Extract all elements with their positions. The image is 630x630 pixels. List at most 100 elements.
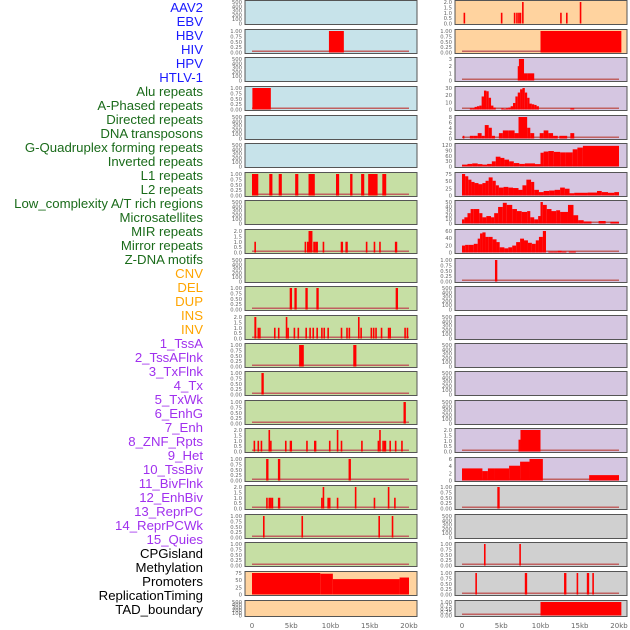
y-tick-label: 0 [239, 222, 243, 228]
data-bar [488, 177, 493, 196]
baseline [462, 563, 619, 565]
data-bar [262, 516, 265, 538]
y-tick-label: 0.00 [230, 51, 242, 57]
data-bar [316, 327, 318, 339]
y-tick-label: 500 [232, 258, 243, 264]
baseline [252, 250, 409, 252]
data-bar [404, 327, 406, 339]
data-bar [534, 189, 539, 196]
data-bar [543, 190, 550, 196]
data-bar [260, 440, 263, 452]
y-tick-label: 1.5 [234, 320, 242, 326]
track-label: 9_Het [167, 448, 203, 463]
y-tick-label: 2 [449, 131, 452, 137]
y-tick-label: 0.75 [230, 547, 242, 553]
track-label: ReplicationTiming [98, 588, 203, 603]
data-bar [554, 189, 561, 196]
y-tick-label: 1.0 [234, 439, 243, 445]
y-tick-label: 0.25 [230, 188, 242, 194]
data-bar [491, 161, 496, 167]
data-bar [498, 206, 503, 224]
track-label: Mirror repeats [120, 238, 203, 253]
data-bar [531, 243, 536, 253]
data-bar [556, 210, 561, 224]
track-label: A-Phased repeats [97, 98, 203, 113]
baseline [252, 193, 409, 195]
data-bar [549, 190, 555, 196]
data-bar [509, 161, 514, 167]
y-tick-label: 3 [449, 57, 452, 63]
data-bar [498, 187, 504, 196]
data-bar [506, 204, 513, 224]
y-tick-label: 300 [232, 209, 243, 215]
baseline [252, 392, 409, 394]
track-panel: 1.000.750.500.250.00 [230, 542, 418, 570]
track-panel: 1.000.750.500.250.00 [230, 286, 418, 314]
y-tick-label: 1.0 [444, 11, 453, 17]
data-bar [553, 135, 558, 139]
data-bar [514, 133, 519, 139]
data-bar [517, 92, 521, 110]
y-tick-label: 2.0 [234, 315, 243, 321]
y-tick-label: 300 [442, 380, 453, 386]
x-tick-label: 20kb [400, 622, 418, 630]
track-label: 1_TssA [159, 336, 203, 351]
baseline [252, 307, 409, 309]
y-tick-label: 1.00 [440, 600, 452, 606]
data-bar [540, 152, 544, 167]
data-bar [380, 327, 383, 339]
y-tick-label: 0 [449, 108, 453, 114]
track-label: DEL [177, 280, 203, 295]
panel-background [244, 200, 418, 225]
data-bar [494, 260, 498, 282]
y-tick-label: 300 [442, 295, 453, 301]
track-panel: 1.000.750.500.250.00 [230, 371, 418, 399]
data-bar [601, 192, 609, 196]
data-bar [568, 251, 576, 253]
data-bar [530, 217, 535, 224]
data-bar [557, 250, 562, 253]
y-tick-label: 300 [232, 605, 243, 611]
data-bar [548, 133, 554, 139]
y-tick-label: 0.25 [230, 387, 242, 393]
y-tick-label: 0.50 [230, 40, 242, 46]
data-bar [500, 12, 503, 24]
track-panel: 1.000.750.500.250.00 [230, 172, 418, 200]
y-tick-label: 100 [442, 332, 453, 338]
data-bar [492, 180, 496, 196]
y-tick-label: 0.00 [230, 564, 242, 570]
y-tick-label: 1.00 [230, 371, 242, 377]
y-tick-label: 0.00 [230, 393, 242, 399]
data-bar [273, 327, 276, 339]
data-bar [327, 497, 331, 509]
track-label: 6_EnhG [154, 406, 203, 421]
data-bar [289, 288, 293, 310]
y-tick-label: 0.5 [234, 444, 242, 450]
y-tick-label: 300 [442, 324, 453, 330]
data-bar [519, 163, 525, 167]
data-bar [560, 152, 566, 167]
y-tick-label: 1.0 [234, 240, 243, 246]
y-tick-label: 200 [232, 156, 243, 162]
data-bar [527, 242, 532, 253]
y-tick-label: 0 [449, 337, 453, 343]
y-tick-label: 50 [445, 200, 452, 206]
y-tick-label: 0.00 [440, 593, 452, 599]
data-bar [515, 96, 518, 110]
y-tick-label: 1.00 [230, 457, 242, 463]
data-bar [493, 107, 496, 110]
data-bar [373, 241, 376, 253]
y-tick-label: 25 [235, 585, 242, 591]
track-panel: 1.000.750.500.250.00 [230, 400, 418, 428]
y-tick-label: 100 [232, 217, 243, 223]
data-bar [377, 440, 380, 452]
track-panel: 2.01.51.00.50.0 [234, 485, 418, 513]
data-bar [266, 459, 269, 481]
data-bar [497, 487, 500, 509]
baseline [462, 506, 619, 508]
data-bar [530, 133, 535, 139]
data-bar [379, 430, 381, 452]
